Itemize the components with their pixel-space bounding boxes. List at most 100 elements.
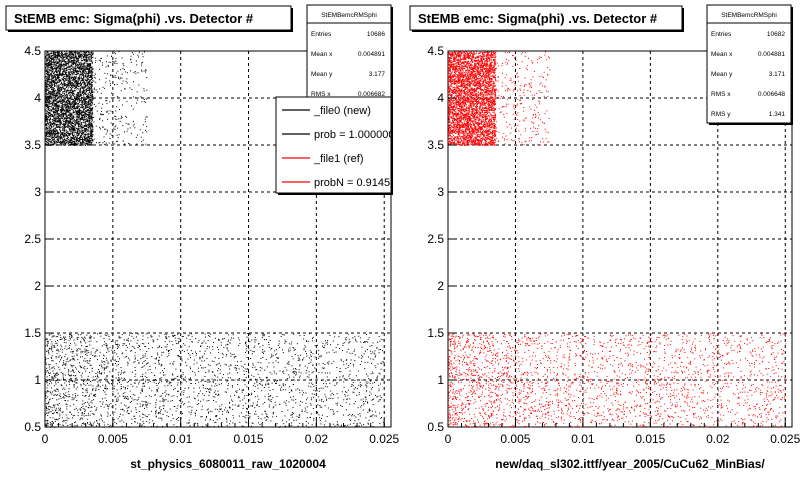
data-point <box>58 138 60 140</box>
data-point <box>57 110 59 111</box>
data-point <box>49 103 51 105</box>
data-point <box>235 390 237 392</box>
data-point <box>374 365 376 367</box>
data-point <box>206 409 208 411</box>
data-point <box>77 125 79 127</box>
data-point <box>209 381 211 383</box>
data-point <box>93 104 95 105</box>
data-point <box>54 389 56 391</box>
data-point <box>65 76 67 78</box>
data-point <box>49 64 51 66</box>
data-point <box>91 71 93 73</box>
data-point <box>64 379 66 381</box>
data-point <box>83 58 85 60</box>
data-point <box>90 85 92 87</box>
data-point <box>72 60 74 61</box>
data-point <box>55 109 57 111</box>
data-point <box>52 80 54 82</box>
data-point <box>125 80 127 82</box>
data-point <box>88 72 90 74</box>
data-point <box>47 96 49 98</box>
data-point <box>363 401 364 402</box>
data-point <box>72 82 73 84</box>
data-point <box>89 108 91 110</box>
data-point <box>45 89 47 91</box>
data-point <box>83 125 85 127</box>
data-point <box>51 98 53 100</box>
data-point <box>54 136 56 138</box>
data-point <box>174 335 176 336</box>
data-point <box>91 101 93 103</box>
data-point <box>75 61 77 62</box>
data-point <box>54 76 56 78</box>
data-point <box>46 118 48 120</box>
data-point <box>73 83 75 85</box>
data-point <box>86 87 88 89</box>
data-point <box>71 108 73 110</box>
data-point <box>82 103 84 105</box>
data-point <box>86 55 88 57</box>
data-point <box>58 94 60 96</box>
data-point <box>51 135 53 137</box>
data-point <box>84 138 86 140</box>
data-point <box>69 122 71 124</box>
data-point <box>91 81 92 83</box>
data-point <box>53 116 55 118</box>
data-point <box>57 96 59 98</box>
data-point <box>74 81 76 83</box>
data-point <box>79 113 81 115</box>
data-point <box>48 102 50 103</box>
data-point <box>86 68 88 70</box>
data-point <box>72 106 73 108</box>
data-point <box>71 61 73 63</box>
data-point <box>46 77 48 79</box>
data-point <box>65 123 67 125</box>
data-point <box>58 68 60 70</box>
data-point <box>140 69 142 71</box>
data-point <box>62 126 63 128</box>
data-point <box>79 62 81 64</box>
data-point <box>113 388 115 390</box>
data-point <box>63 91 65 92</box>
data-point <box>87 134 89 136</box>
data-point <box>58 85 60 87</box>
data-point <box>68 117 70 119</box>
data-point <box>117 96 119 98</box>
data-point <box>54 93 55 95</box>
data-point <box>119 120 121 122</box>
data-point <box>212 371 214 373</box>
data-point <box>71 121 73 123</box>
data-point <box>62 99 64 101</box>
data-point <box>71 137 73 139</box>
data-point <box>67 55 69 56</box>
data-point <box>88 100 90 102</box>
data-point <box>82 66 84 68</box>
data-point <box>49 375 50 376</box>
data-point <box>73 118 74 120</box>
data-point <box>69 129 71 130</box>
data-point <box>101 114 103 116</box>
data-point <box>62 107 63 109</box>
data-point <box>130 58 132 60</box>
data-point <box>62 128 64 130</box>
data-point <box>69 128 71 130</box>
data-point <box>92 71 94 73</box>
data-point <box>69 78 71 80</box>
data-point <box>58 55 60 57</box>
data-point <box>59 79 61 80</box>
data-point <box>209 336 211 338</box>
data-point <box>55 78 57 80</box>
data-point <box>53 142 55 144</box>
data-point <box>56 77 58 79</box>
data-point <box>51 63 53 65</box>
data-point <box>52 114 54 116</box>
data-point <box>60 119 61 121</box>
data-point <box>81 55 83 57</box>
data-point <box>61 133 63 135</box>
data-point <box>66 129 68 131</box>
data-point <box>92 75 93 77</box>
data-point <box>77 94 79 96</box>
data-point <box>62 113 64 114</box>
data-point <box>60 137 62 139</box>
data-point <box>88 108 90 109</box>
